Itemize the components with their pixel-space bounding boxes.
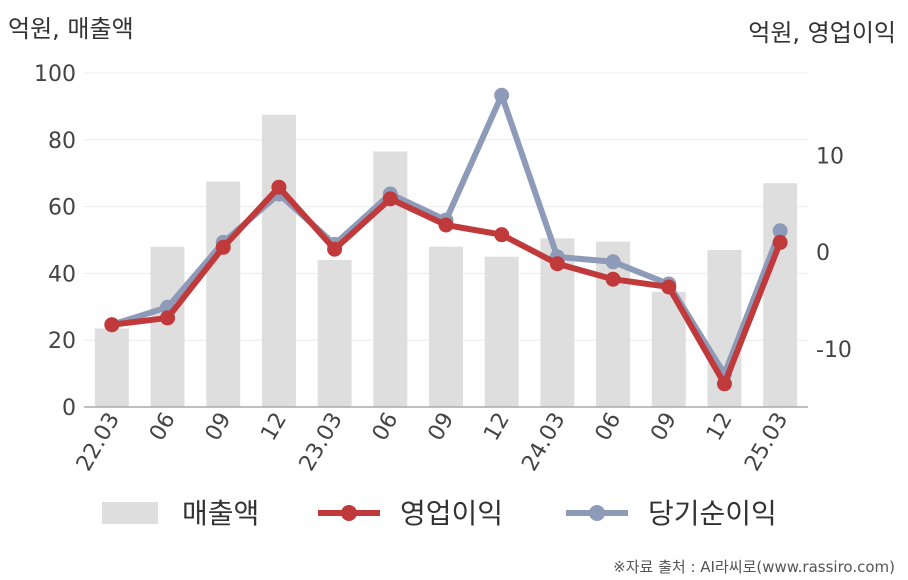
bar bbox=[94, 328, 129, 407]
legend-swatch bbox=[102, 502, 158, 524]
x-tick-label: 09 bbox=[201, 409, 237, 446]
x-tick-label: 06 bbox=[591, 409, 627, 446]
data-point bbox=[271, 179, 287, 195]
x-tick-label: 09 bbox=[424, 409, 460, 446]
data-point bbox=[661, 279, 677, 295]
data-point bbox=[605, 271, 621, 287]
bar bbox=[317, 260, 352, 407]
line-series bbox=[104, 87, 788, 392]
left-tick-label: 100 bbox=[34, 62, 76, 87]
bar bbox=[261, 114, 296, 407]
bar bbox=[484, 256, 519, 407]
left-tick-label: 80 bbox=[48, 129, 76, 154]
x-tick-label: 09 bbox=[646, 409, 682, 446]
right-tick-label: 10 bbox=[816, 144, 844, 169]
bar-series bbox=[94, 114, 798, 407]
bar bbox=[763, 183, 798, 407]
x-tick-label: 12 bbox=[702, 409, 738, 446]
data-point bbox=[716, 376, 732, 392]
data-point bbox=[549, 256, 565, 272]
data-point bbox=[104, 317, 120, 333]
x-tick-label: 25.03 bbox=[740, 409, 793, 476]
data-point bbox=[494, 87, 510, 103]
x-tick-label: 24.03 bbox=[517, 409, 570, 476]
data-point bbox=[327, 241, 343, 257]
legend: 매출액 영업이익 당기순이익 bbox=[102, 497, 777, 530]
right-axis-ticks: -10 0 10 bbox=[816, 144, 852, 363]
data-point bbox=[160, 310, 176, 326]
x-tick-label: 06 bbox=[368, 409, 404, 446]
right-tick-label: -10 bbox=[816, 338, 852, 363]
right-tick-label: 0 bbox=[816, 241, 830, 266]
legend-label: 영업이익 bbox=[400, 497, 503, 530]
data-point bbox=[215, 239, 231, 255]
data-point bbox=[382, 191, 398, 207]
data-point bbox=[605, 254, 621, 270]
bar bbox=[429, 246, 463, 407]
left-tick-label: 20 bbox=[48, 329, 76, 354]
data-point bbox=[772, 223, 788, 239]
data-point bbox=[772, 234, 788, 250]
left-axis-title: 억원, 매출액 bbox=[8, 15, 134, 43]
left-tick-label: 60 bbox=[48, 196, 76, 221]
legend-marker bbox=[589, 505, 605, 521]
legend-label: 당기순이익 bbox=[648, 497, 777, 530]
left-axis-ticks: 0 20 40 60 80 100 bbox=[34, 62, 76, 421]
legend-marker bbox=[341, 505, 357, 521]
x-tick-label: 06 bbox=[145, 409, 181, 446]
right-axis-title: 억원, 영업이익 bbox=[748, 19, 896, 47]
bar bbox=[150, 246, 185, 407]
x-tick-label: 12 bbox=[479, 409, 515, 446]
legend-label: 매출액 bbox=[182, 497, 259, 530]
source-note: ※자료 출처 : AI라씨로(www.rassiro.com) bbox=[613, 558, 895, 576]
left-tick-label: 40 bbox=[48, 262, 76, 287]
bar bbox=[206, 181, 241, 407]
x-axis-ticks: 22.03 06 09 12 23.03 06 09 12 24.03 06 09 12 25.03 bbox=[72, 409, 793, 476]
data-point bbox=[494, 227, 510, 243]
data-point bbox=[438, 217, 454, 233]
x-tick-label: 22.03 bbox=[72, 409, 125, 476]
x-tick-label: 23.03 bbox=[295, 409, 348, 476]
left-tick-label: 0 bbox=[62, 396, 76, 421]
x-tick-label: 12 bbox=[256, 409, 292, 446]
